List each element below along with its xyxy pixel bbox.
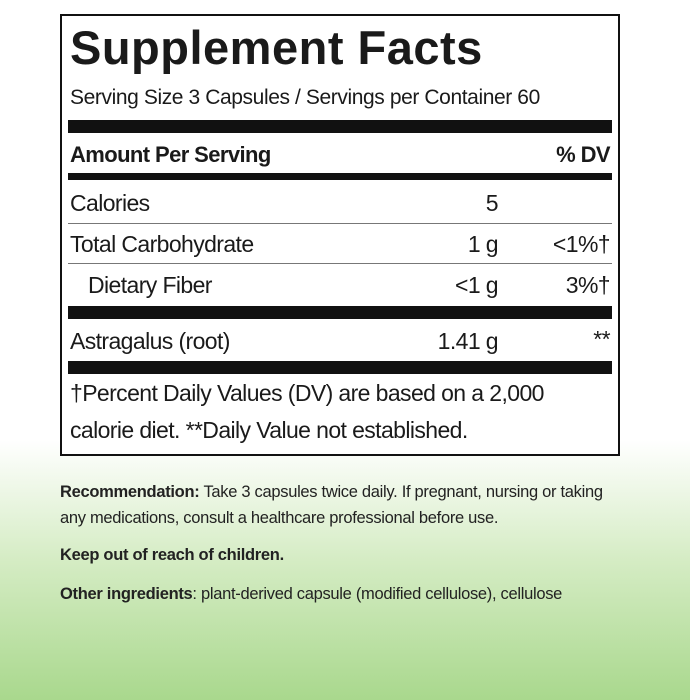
divider <box>68 223 612 224</box>
nutrient-name: Total Carbohydrate <box>70 231 254 257</box>
nutrient-dv: <1%† <box>552 231 611 257</box>
footnote-line: calorie diet. **Daily Value not establis… <box>70 417 468 443</box>
dv-header: % DV <box>556 142 610 167</box>
warning: Keep out of reach of children. <box>60 546 284 564</box>
ingredient-dv: ** <box>593 326 610 352</box>
nutrient-amount: 5 <box>485 190 499 216</box>
nutrient-amount: 1 g <box>467 231 499 257</box>
divider <box>68 120 612 133</box>
divider <box>68 361 612 374</box>
serving-info: Serving Size 3 Capsules / Servings per C… <box>70 86 540 109</box>
footnote-line: †Percent Daily Values (DV) are based on … <box>70 380 544 406</box>
ingredients-text: : plant-derived capsule (modified cellul… <box>192 585 563 603</box>
recommendation-text: Take 3 capsules twice daily. If pregnant… <box>60 483 603 527</box>
divider <box>68 306 612 319</box>
ingredient-amount: 1.41 g <box>437 328 499 354</box>
ingredients-label: Other ingredients <box>60 585 193 603</box>
title: Supplement Facts <box>70 21 483 74</box>
nutrient-name: Calories <box>70 190 150 216</box>
amount-header: Amount Per Serving <box>70 142 271 167</box>
nutrient-name: Dietary Fiber <box>88 272 212 298</box>
supplement-facts-panel: Supplement Facts Serving Size 3 Capsules… <box>60 14 620 456</box>
divider <box>68 263 612 264</box>
recommendation-label: Recommendation: <box>60 483 200 501</box>
recommendation: Recommendation: Take 3 capsules twice da… <box>60 479 620 531</box>
ingredients: Other ingredients: plant-derived capsule… <box>60 581 620 607</box>
ingredient-name: Astragalus (root) <box>70 328 230 354</box>
nutrient-dv: 3%† <box>565 272 611 298</box>
nutrient-amount: <1 g <box>454 272 499 298</box>
divider <box>68 173 612 180</box>
